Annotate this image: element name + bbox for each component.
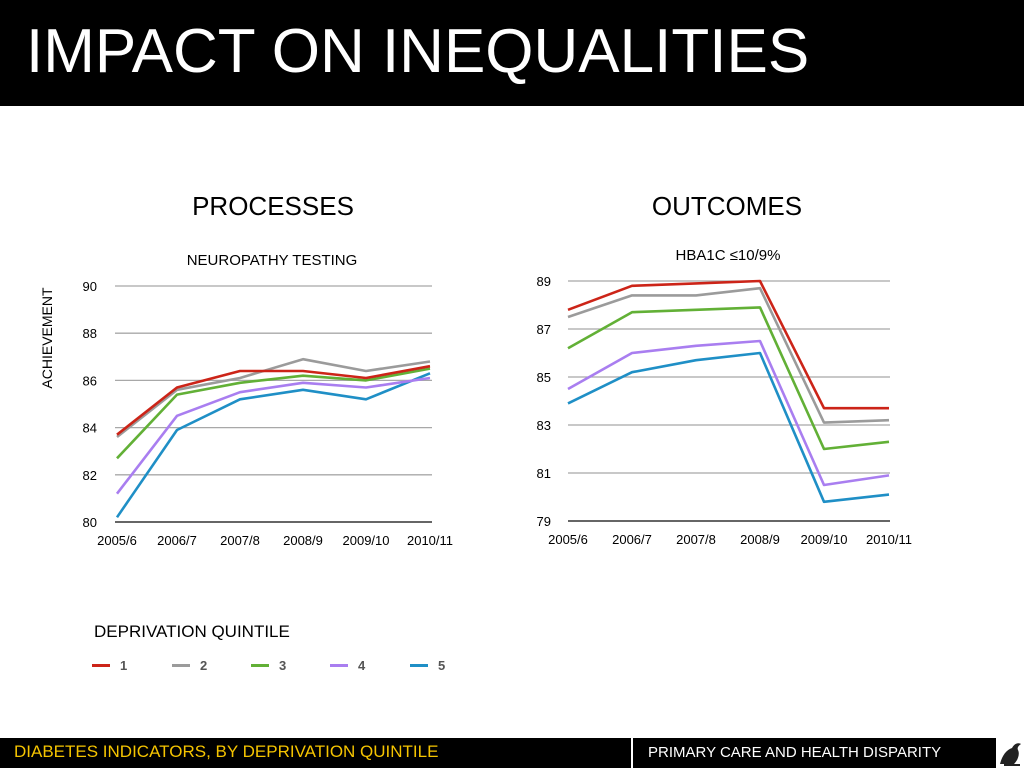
chart2-series-3-line [567,306,890,451]
legend-swatch-5 [410,663,428,667]
chart1-x-tick-label: 2010/11 [407,533,453,548]
chart1-x-tick-label: 2009/10 [343,533,390,548]
chart1-title: NEUROPATHY TESTING [187,252,358,269]
legend-item-2: 2 [172,655,207,675]
chart1-y-tick-label: 88 [83,326,97,341]
chart2-y-tick-label: 89 [537,274,551,289]
legend-swatch-3 [251,663,269,667]
chart1-series-1-line [116,364,431,436]
legend-label-3: 3 [279,657,287,673]
legend-title: DEPRIVATION QUINTILE [94,622,290,641]
footer-bar [0,738,1024,768]
slide-title: IMPACT ON INEQUALITIES [26,17,810,86]
chart1-ylabel: ACHIEVEMENT [39,287,55,389]
footer-right-text: PRIMARY CARE AND HEALTH DISPARITY [648,744,942,761]
legend-label-5: 5 [438,657,446,673]
chart1-x-tick-label: 2007/8 [220,533,260,548]
charts-canvas: NEUROPATHY TESTING ACHIEVEMENT 80 82 84 86 88 9… [39,247,912,548]
footer-divider [631,738,633,768]
chart1-x-tick-label: 2006/7 [157,533,197,548]
chart2-series-1-line [567,279,889,410]
chart2-y-tick-label: 85 [537,370,551,385]
legend-item-3: 3 [251,655,286,675]
legend-item-1: 1 [92,655,127,675]
chart1-series-3-line [116,367,431,460]
chart1-y-tick-label: 86 [83,373,97,388]
chart2-y-tick-label: 79 [537,514,551,529]
legend-swatch-1 [92,663,110,667]
legend-swatch-2 [172,663,190,667]
chart2-x-tick-label: 2006/7 [612,532,652,547]
chart1-x-tick-label: 2005/6 [97,533,137,548]
chart2-x-tick-label: 2008/9 [740,532,780,547]
legend-label-4: 4 [358,657,366,673]
chart2-title: HBA1C ≤10/9% [676,247,781,264]
title-bar: IMPACT ON INEQUALITIES [0,0,1024,106]
footer-logo [996,738,1024,768]
chart1-y-tick-label: 90 [83,279,97,294]
chart1-y-tick-label: 82 [83,468,97,483]
legend-item-5: 5 [410,655,445,675]
chart1-series-4-line [115,376,431,495]
chart2-series-5-line [567,351,890,504]
legend-label-1: 1 [120,657,128,673]
legend-item-4: 4 [330,655,365,675]
legend-swatch-4 [330,663,348,667]
chart2-y-tick-label: 87 [537,322,551,337]
legend-label-2: 2 [200,657,208,673]
chart2-series-4-line [567,339,890,487]
logo-icon [1000,743,1021,766]
chart1-series-5-line [115,372,431,519]
chart2-x-tick-label: 2007/8 [676,532,716,547]
chart1-x-tick-label: 2008/9 [283,533,323,548]
chart2-y-tick-label: 81 [537,466,551,481]
chart2-x-tick-label: 2010/11 [866,532,912,547]
chart2-x-tick-label: 2005/6 [548,532,588,547]
chart1-series-2-line [116,357,431,439]
processes-heading: PROCESSES [192,191,354,221]
chart2-series-2-line [567,286,890,424]
chart1-y-tick-label: 80 [83,515,97,530]
footer-left-text: DIABETES INDICATORS, BY DEPRIVATION QUIN… [14,742,439,761]
chart2-y-tick-label: 83 [537,418,551,433]
chart1-y-tick-label: 84 [83,421,97,436]
outcomes-heading: OUTCOMES [651,191,803,221]
chart2-x-tick-label: 2009/10 [801,532,848,547]
